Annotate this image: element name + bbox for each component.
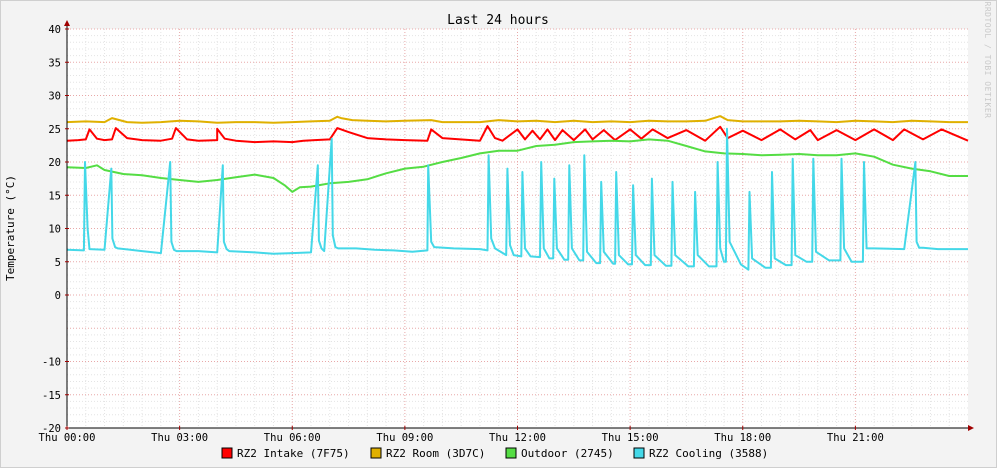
y-tick-label: -15 xyxy=(42,390,61,402)
y-tick-label: 30 xyxy=(48,91,61,103)
rrdtool-watermark: RRDTOOL / TOBI OETIKER xyxy=(983,2,992,119)
y-axis-arrow xyxy=(64,20,70,26)
x-tick-label: Thu 03:00 xyxy=(151,432,208,444)
legend-label: RZ2 Room (3D7C) xyxy=(386,447,485,460)
y-tick-label: 10 xyxy=(48,224,61,236)
legend: RZ2 Intake (7F75) RZ2 Room (3D7C) Outdoor … xyxy=(222,447,768,460)
y-tick-label: 35 xyxy=(48,57,61,69)
y-tick-label: 5 xyxy=(55,257,61,269)
x-tick-label: Thu 21:00 xyxy=(827,432,884,444)
chart-title: Last 24 hours xyxy=(447,13,549,28)
y-tick-label: 20 xyxy=(48,157,61,169)
legend-label: RZ2 Cooling (3588) xyxy=(649,447,768,460)
x-tick-labels: Thu 00:00 Thu 03:00 Thu 06:00 Thu 09:00 Thu … xyxy=(39,426,884,444)
legend-swatch xyxy=(506,448,516,458)
y-tick-label: 40 xyxy=(48,24,61,36)
legend-swatch xyxy=(634,448,644,458)
x-axis-arrow xyxy=(968,425,974,431)
x-tick-label: Thu 15:00 xyxy=(602,432,659,444)
y-axis-label: Temperature (°C) xyxy=(4,175,17,281)
x-tick-label: Thu 00:00 xyxy=(39,432,96,444)
y-tick-label: 25 xyxy=(48,124,61,136)
y-tick-label: 15 xyxy=(48,190,61,202)
y-tick-label: -10 xyxy=(42,357,61,369)
legend-swatch xyxy=(371,448,381,458)
legend-label: Outdoor (2745) xyxy=(521,447,614,460)
x-tick-label: Thu 12:00 xyxy=(489,432,546,444)
legend-label: RZ2 Intake (7F75) xyxy=(237,447,350,460)
x-tick-label: Thu 18:00 xyxy=(714,432,771,444)
y-tick-label: 0 xyxy=(55,290,61,302)
legend-swatch xyxy=(222,448,232,458)
x-tick-label: Thu 06:00 xyxy=(264,432,321,444)
x-tick-label: Thu 09:00 xyxy=(376,432,433,444)
